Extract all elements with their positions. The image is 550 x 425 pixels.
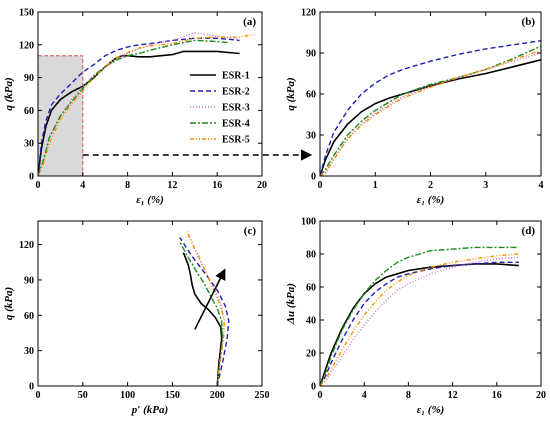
plot-frame: [37, 11, 263, 177]
series-line-esr-1: [38, 50, 240, 176]
x-tick-label: 100: [120, 390, 135, 401]
x-tick-label: 8: [406, 390, 411, 401]
y-axis-label: q (kPa): [285, 77, 297, 110]
legend-label-esr-2: ESR-2: [222, 87, 250, 98]
y-tick-label: 30: [24, 139, 34, 150]
panel-d: 0 4 8 12 16 20 0 20 40 60 80 100 ε₁ (%) Δu (kPa) (d): [285, 217, 546, 417]
x-tick-label: 12: [167, 180, 177, 191]
x-tick-label: 1: [373, 180, 378, 191]
y-tick-label: 80: [306, 250, 316, 261]
series-line-esr-4: [320, 246, 519, 386]
x-tick-label: 4: [80, 180, 85, 191]
y-tick-label: 60: [306, 90, 316, 101]
y-tick-label: 120: [19, 40, 34, 51]
panel-c: 0 50 100 150 200 250 0 30 60 90 120 p′ (kPa) q (kPa)…: [3, 220, 270, 416]
x-tick-label: 0: [318, 390, 323, 401]
x-tick-label: 0: [36, 390, 41, 401]
y-tick-label: 90: [24, 275, 34, 286]
series-line-esr-5: [320, 253, 519, 386]
plot-frame: [37, 220, 263, 387]
plot-frame: [319, 220, 542, 387]
series-line-esr-1: [182, 252, 223, 386]
series-line-esr-2: [38, 37, 240, 176]
x-tick-label: 8: [125, 180, 130, 191]
y-tick-label: 120: [301, 8, 316, 19]
series-line-esr-2: [320, 261, 519, 386]
series-line-esr-5: [186, 232, 226, 386]
y-tick-label: 60: [24, 311, 34, 322]
y-tick-label: 150: [19, 8, 34, 19]
legend-label-esr-5: ESR-5: [222, 135, 250, 146]
y-tick-label: 90: [306, 49, 316, 60]
x-tick-label: 12: [448, 390, 458, 401]
series-line-esr-3: [320, 52, 541, 176]
series-group: [320, 40, 541, 176]
panel-label: (c): [244, 225, 257, 237]
plot-frame: [319, 11, 542, 177]
x-tick-label: 150: [165, 390, 180, 401]
series-line-esr-2: [179, 237, 230, 386]
y-axis-label: Δu (kPa): [285, 283, 297, 325]
x-tick-label: 0: [318, 180, 323, 191]
x-tick-label: 250: [255, 390, 270, 401]
y-tick-label: 30: [24, 346, 34, 357]
x-tick-label: 3: [483, 180, 488, 191]
x-axis-label: ε₁ (%): [417, 194, 445, 206]
legend-label-esr-4: ESR-4: [222, 119, 250, 130]
series-line-esr-5: [38, 33, 257, 176]
legend-label-esr-1: ESR-1: [222, 71, 250, 82]
series-group: [179, 231, 230, 386]
y-tick-label: 0: [29, 172, 34, 183]
x-tick-label: 50: [78, 390, 88, 401]
x-tick-label: 200: [210, 390, 225, 401]
y-tick-label: 60: [306, 283, 316, 294]
y-axis-label: q (kPa): [3, 77, 15, 110]
series-line-esr-2: [320, 40, 541, 176]
series-line-esr-1: [320, 59, 541, 176]
y-tick-label: 0: [311, 382, 316, 393]
series-line-esr-4: [38, 39, 229, 176]
y-tick-label: 60: [24, 106, 34, 117]
series-line-esr-4: [320, 45, 541, 176]
y-tick-label: 20: [306, 349, 316, 360]
x-axis-label: ε₁ (%): [417, 404, 445, 416]
x-tick-label: 16: [212, 180, 222, 191]
x-tick-label: 20: [257, 180, 267, 191]
y-tick-label: 30: [306, 131, 316, 142]
y-tick-label: 0: [311, 172, 316, 183]
series-line-esr-5: [320, 49, 541, 176]
y-tick-label: 120: [19, 240, 34, 251]
panel-label: (b): [522, 16, 536, 28]
series-line-esr-3: [187, 231, 226, 386]
series-line-esr-3: [320, 256, 519, 386]
x-tick-label: 4: [362, 390, 367, 401]
series-group: [320, 246, 519, 386]
y-axis-label: q (kPa): [3, 287, 15, 320]
x-tick-label: 2: [428, 180, 433, 191]
x-tick-label: 20: [536, 390, 546, 401]
x-axis-label: p′ (kPa): [131, 404, 168, 416]
y-tick-label: 40: [306, 316, 316, 327]
x-axis-label: ε₁ (%): [136, 194, 164, 206]
x-tick-label: 4: [539, 180, 544, 191]
trend-arrow: [194, 268, 226, 330]
panel-a: 0 4 8 12 16 20 0 30 60 90 120 150 ε₁ (%) q (kPa) (a) ES…: [3, 8, 267, 207]
series-line-esr-4: [179, 241, 224, 386]
x-tick-label: 16: [492, 390, 502, 401]
legend: ESR-1 ESR-2 ESR-3 ESR-4 ESR-5: [190, 71, 250, 146]
panel-b: 0 1 2 3 4 0 30 60 90 120 ε₁ (%) q (kPa) (b): [285, 8, 544, 207]
y-tick-label: 90: [24, 73, 34, 84]
x-tick-label: 0: [36, 180, 41, 191]
series-group: [38, 32, 257, 176]
panel-label: (a): [243, 16, 256, 28]
y-tick-label: 100: [301, 217, 316, 228]
y-tick-label: 0: [29, 382, 34, 393]
legend-label-esr-3: ESR-3: [222, 103, 250, 114]
panel-label: (d): [522, 225, 536, 237]
